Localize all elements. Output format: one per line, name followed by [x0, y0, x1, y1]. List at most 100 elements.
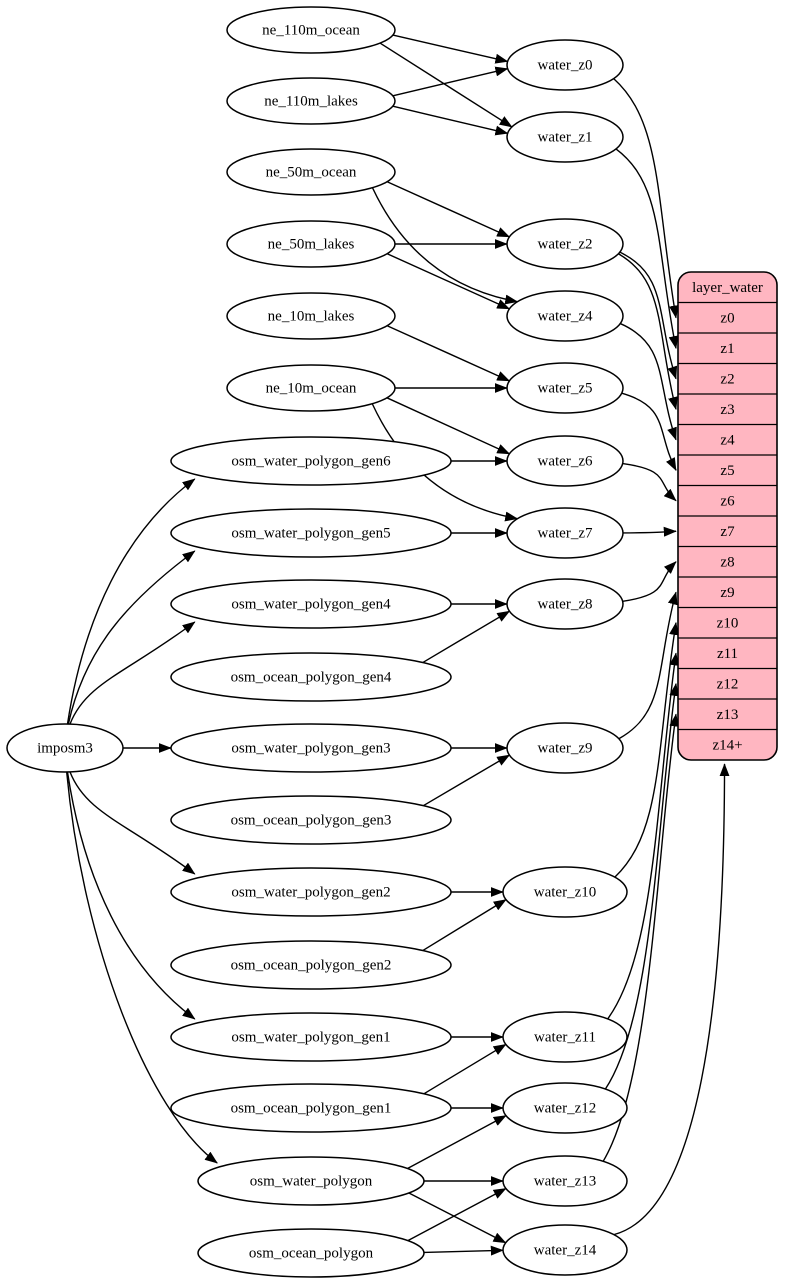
- edge-osm_ocean_polygon_gen1-to-water_z11: [423, 1043, 507, 1095]
- node-ellipse: [170, 652, 452, 702]
- node-label: osm_water_polygon_gen5: [231, 526, 390, 542]
- node-label: osm_water_polygon_gen3: [231, 741, 390, 757]
- node-label: water_z12: [534, 1101, 596, 1117]
- node-label: ne_50m_ocean: [266, 165, 357, 181]
- record-row-z9: z9: [720, 585, 734, 601]
- record-row-z11: z11: [717, 646, 738, 662]
- edge-imposm3-to-osm_water_polygon_gen1: [66, 771, 196, 1020]
- node-ellipse: [506, 39, 624, 91]
- layer-water-record: layer_water z0 z1 z2 z3 z4 z5 z6 z7 z8 z9 z10 z11 z12…: [677, 271, 778, 761]
- node-label: osm_water_polygon: [250, 1174, 373, 1190]
- node-label: osm_water_polygon_gen2: [231, 885, 390, 901]
- node-osm_water_polygon_gen1: osm_water_polygon_gen1: [170, 1012, 452, 1062]
- node-label: osm_water_polygon_gen4: [231, 597, 391, 613]
- node-ellipse: [170, 867, 452, 917]
- node-ellipse: [6, 723, 124, 773]
- record-row-label: z12: [717, 676, 739, 692]
- record-row-z14+: z14+: [712, 737, 742, 753]
- node-ne_50m_lakes: ne_50m_lakes: [226, 220, 396, 268]
- edge-ne_50m_ocean-to-water_z4: [371, 187, 519, 305]
- node-label: osm_ocean_polygon_gen1: [231, 1101, 392, 1117]
- node-ellipse: [170, 1083, 452, 1133]
- node-water_z7: water_z7: [506, 507, 624, 559]
- node-label: ne_50m_lakes: [268, 237, 355, 253]
- node-ellipse: [506, 290, 624, 342]
- edge-ne_110m_ocean-to-water_z1: [379, 42, 513, 128]
- node-label: osm_ocean_polygon: [249, 1246, 374, 1262]
- node-ne_50m_ocean: ne_50m_ocean: [226, 148, 396, 196]
- record-row-label: z9: [720, 585, 734, 601]
- node-water_z0: water_z0: [506, 39, 624, 91]
- node-osm_water_polygon_gen3: osm_water_polygon_gen3: [170, 723, 452, 773]
- node-ellipse: [226, 148, 396, 196]
- node-ellipse: [506, 362, 624, 414]
- node-label: ne_110m_lakes: [264, 94, 358, 110]
- edge-osm_ocean_polygon_gen3-to-water_z9: [422, 754, 511, 807]
- node-ellipse: [226, 220, 396, 268]
- record-row-z6: z6: [720, 493, 735, 509]
- node-osm_water_polygon: osm_water_polygon: [197, 1156, 425, 1206]
- node-ellipse: [170, 436, 452, 486]
- node-ellipse: [170, 795, 452, 845]
- node-water_z5: water_z5: [506, 362, 624, 414]
- record-row-z1: z1: [720, 341, 734, 357]
- record-row-label: z11: [717, 646, 738, 662]
- node-water_z4: water_z4: [506, 290, 624, 342]
- node-water_z11: water_z11: [502, 1011, 628, 1063]
- edge-osm_water_polygon-to-water_z14: [408, 1192, 507, 1244]
- record-row-z5: z5: [720, 463, 734, 479]
- edge-osm_ocean_polygon-to-water_z14: [423, 1245, 504, 1256]
- node-ellipse: [506, 722, 624, 774]
- node-label: water_z9: [538, 741, 593, 757]
- node-label: water_z10: [534, 885, 596, 901]
- record-row-z8: z8: [720, 554, 734, 570]
- edge-water_z10-to-layer_water.z10: [614, 621, 680, 878]
- record-row-z12: z12: [717, 676, 739, 692]
- nodes-layer: imposm3 ne_110m_ocean ne_110m_lakes ne_50m_…: [6, 6, 628, 1278]
- node-osm_water_polygon_gen4: osm_water_polygon_gen4: [170, 579, 452, 629]
- edge-water_z8-to-layer_water.z8: [622, 561, 677, 602]
- node-ellipse: [170, 579, 452, 629]
- node-label: osm_ocean_polygon_gen2: [231, 958, 392, 974]
- edge-water_z2-to-layer_water.z2: [619, 251, 678, 380]
- node-ellipse: [506, 435, 624, 487]
- node-label: water_z8: [538, 597, 593, 613]
- edge-ne_110m_ocean-to-water_z0: [392, 34, 509, 64]
- edge-osm_water_polygon-to-water_z12: [407, 1115, 507, 1170]
- record-title: layer_water: [692, 280, 763, 296]
- record-row-label: z1: [720, 341, 734, 357]
- node-label: ne_10m_lakes: [268, 309, 355, 325]
- node-ellipse: [502, 1224, 628, 1276]
- record-row-label: z2: [720, 371, 734, 387]
- node-label: ne_10m_ocean: [266, 381, 357, 397]
- node-osm_ocean_polygon_gen2: osm_ocean_polygon_gen2: [170, 940, 452, 990]
- edge-water_z11-to-layer_water.z11: [607, 652, 680, 1020]
- node-osm_water_polygon_gen6: osm_water_polygon_gen6: [170, 436, 452, 486]
- node-water_z2: water_z2: [506, 218, 624, 270]
- record-row-label: z8: [720, 554, 734, 570]
- edge-water_z4-to-layer_water.z4: [619, 322, 677, 441]
- record-row-label: z10: [717, 615, 739, 631]
- node-label: water_z11: [534, 1030, 596, 1046]
- node-ne_110m_lakes: ne_110m_lakes: [226, 77, 396, 125]
- node-ne_110m_ocean: ne_110m_ocean: [226, 6, 396, 54]
- node-label: water_z1: [538, 130, 593, 146]
- node-label: osm_ocean_polygon_gen3: [231, 813, 392, 829]
- node-imposm3: imposm3: [6, 723, 124, 773]
- node-osm_ocean_polygon_gen1: osm_ocean_polygon_gen1: [170, 1083, 452, 1133]
- edges-layer: [65, 34, 730, 1256]
- edge-ne_10m_lakes-to-water_z5: [386, 325, 511, 382]
- node-ellipse: [226, 364, 396, 412]
- node-ellipse: [506, 218, 624, 270]
- edge-imposm3-to-osm_water_polygon_gen2: [69, 771, 196, 875]
- node-osm_ocean_polygon_gen3: osm_ocean_polygon_gen3: [170, 795, 452, 845]
- edge-osm_ocean_polygon_gen2-to-water_z10: [422, 899, 507, 952]
- node-water_z12: water_z12: [502, 1082, 628, 1134]
- node-ellipse: [226, 77, 396, 125]
- edge-water_z9-to-layer_water.z9: [618, 591, 678, 740]
- edge-water_z12-to-layer_water.z12: [604, 682, 680, 1090]
- record-row-label: z7: [720, 524, 735, 540]
- node-label: water_z14: [534, 1243, 597, 1259]
- node-label: water_z13: [534, 1174, 596, 1190]
- edge-ne_50m_ocean-to-water_z2: [386, 181, 511, 238]
